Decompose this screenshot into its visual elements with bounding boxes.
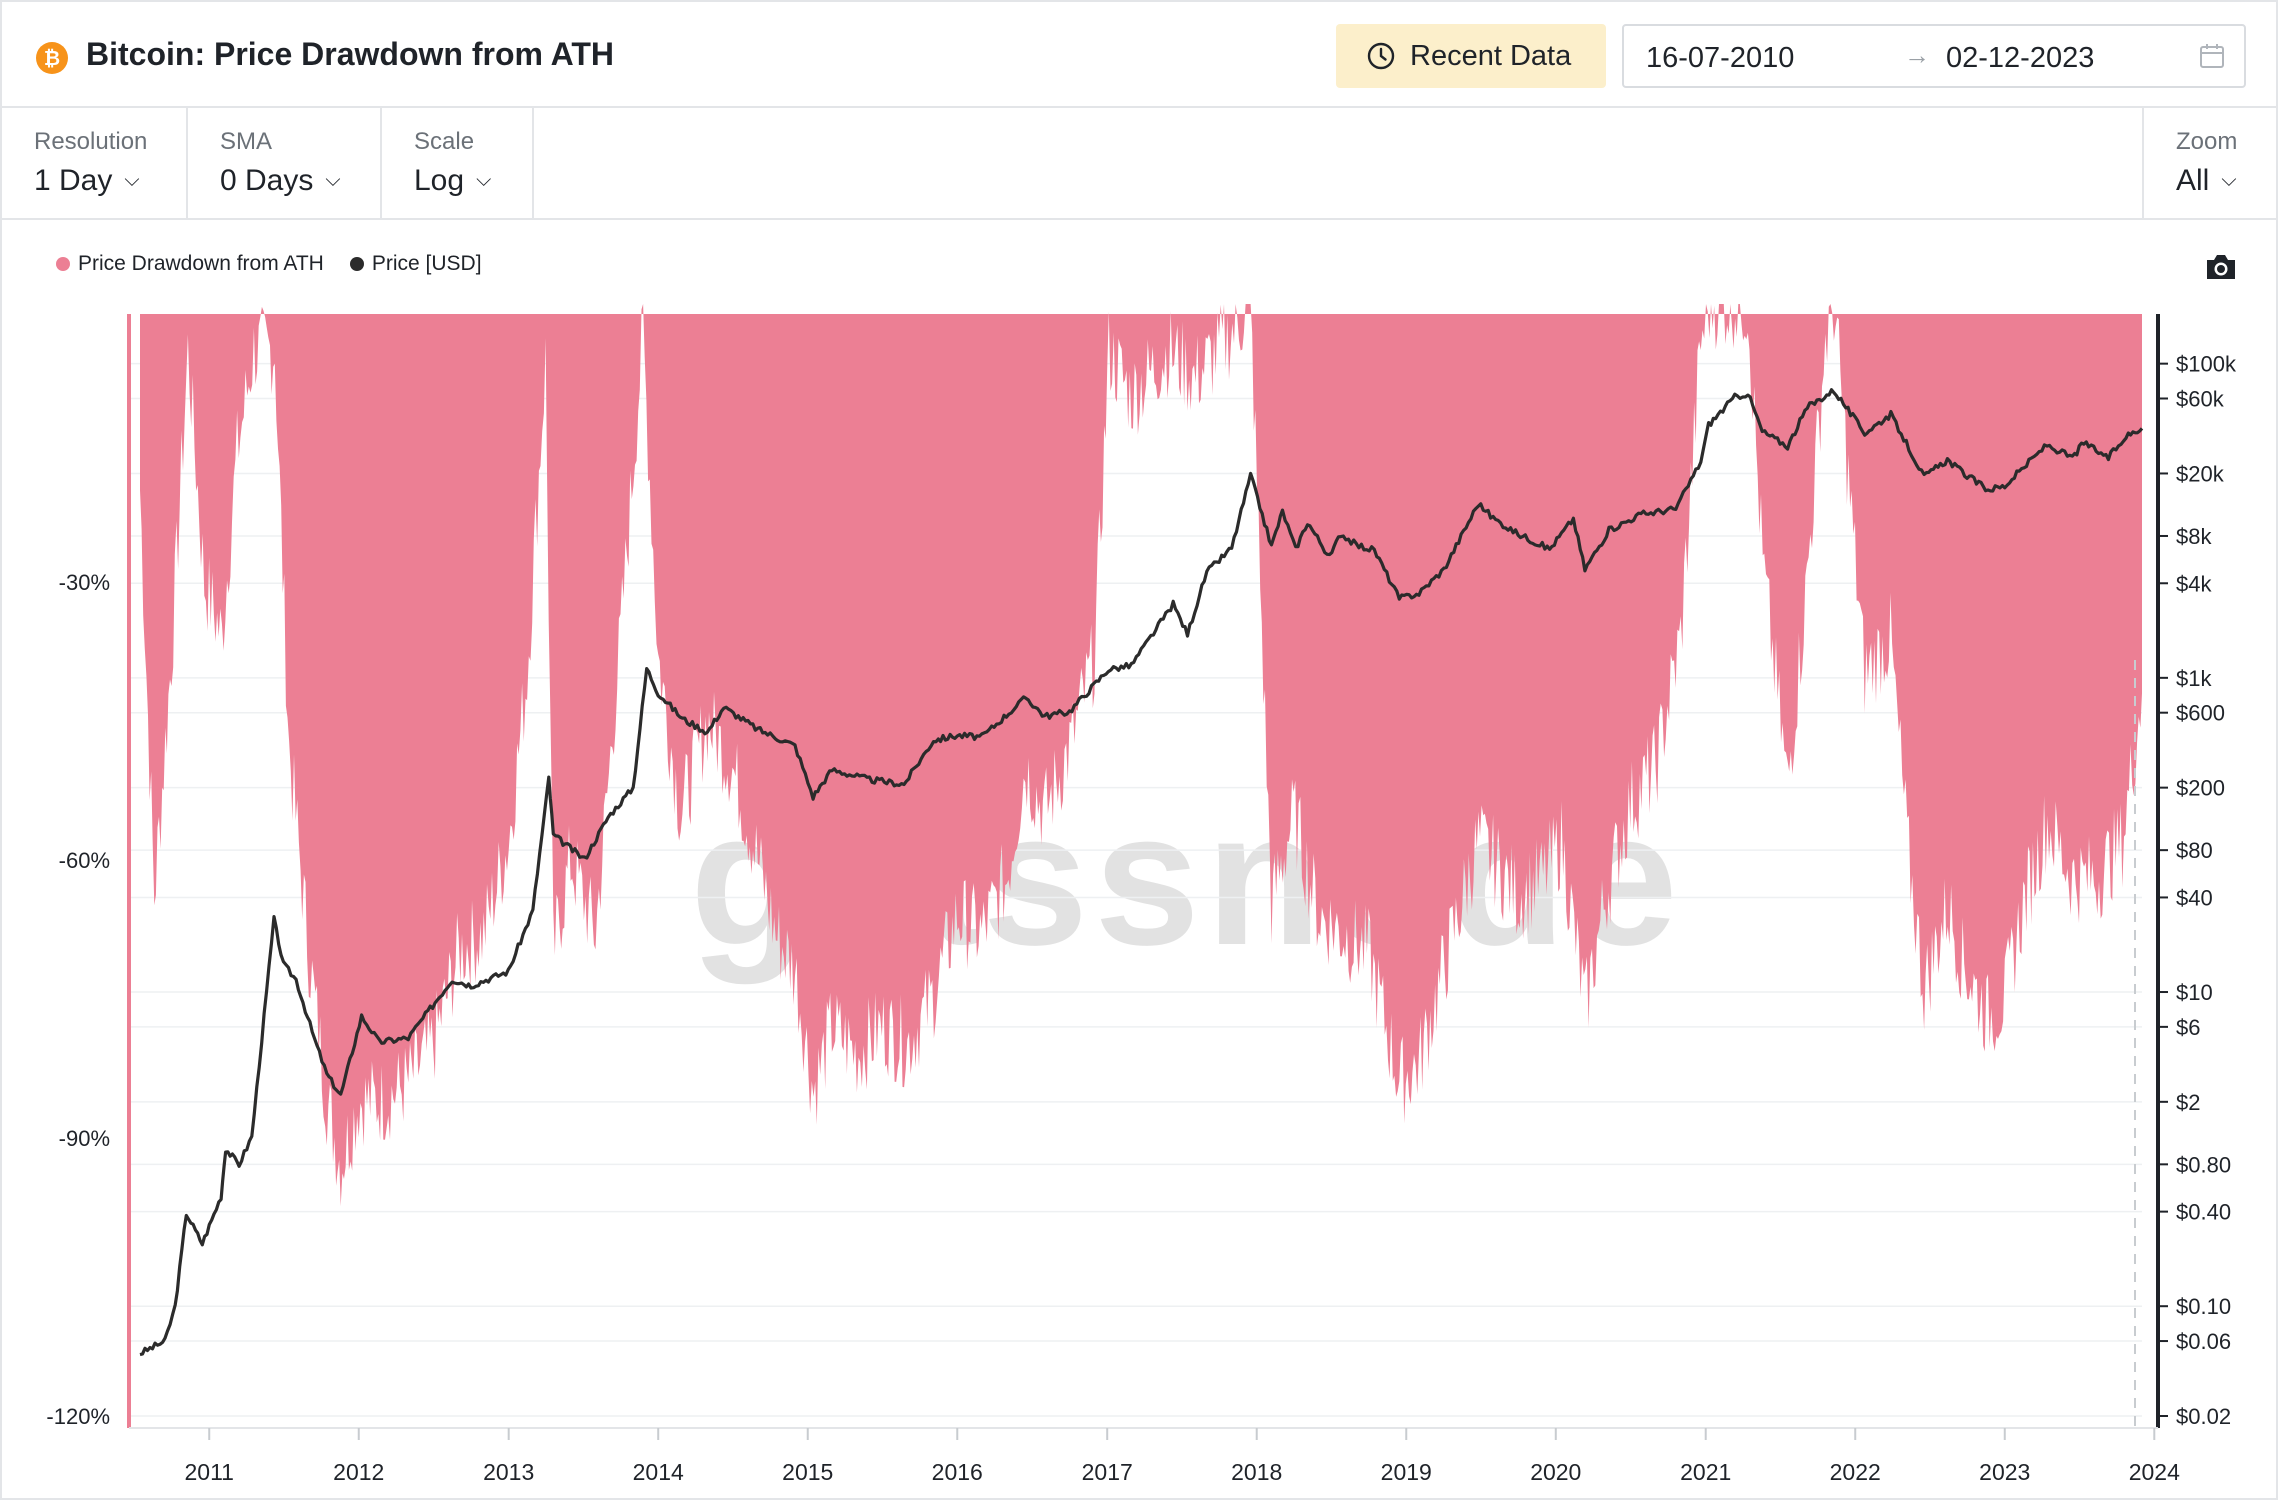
legend-item-drawdown[interactable]: Price Drawdown from ATH	[56, 252, 324, 276]
bitcoin-icon: ₿	[36, 42, 68, 74]
chevron-down-icon: ⌵	[325, 169, 341, 191]
legend-label-price: Price [USD]	[371, 252, 482, 275]
zoom-dropdown[interactable]: Zoom All ⌵	[2142, 108, 2276, 218]
scale-value: Log	[414, 164, 465, 197]
legend-label-drawdown: Price Drawdown from ATH	[78, 252, 324, 275]
sma-dropdown[interactable]: SMA 0 Days ⌵	[188, 108, 382, 218]
legend-swatch-drawdown	[56, 257, 70, 271]
date-range-picker[interactable]: 16-07-2010 → 02-12-2023	[1622, 24, 2246, 88]
date-from-field[interactable]: 16-07-2010	[1646, 42, 1795, 74]
chevron-down-icon: ⌵	[476, 169, 492, 191]
resolution-dropdown[interactable]: Resolution 1 Day ⌵	[2, 108, 188, 218]
clock-icon	[1367, 42, 1395, 70]
chart-title: Bitcoin: Price Drawdown from ATH	[86, 36, 615, 72]
chart-legend: Price Drawdown from ATH Price [USD]	[56, 252, 508, 276]
chevron-down-icon: ⌵	[124, 169, 140, 191]
header-bar: ₿ Bitcoin: Price Drawdown from ATH Recen…	[2, 2, 2276, 108]
recent-data-button[interactable]: Recent Data	[1336, 24, 1606, 88]
calendar-icon[interactable]	[2198, 42, 2226, 70]
chevron-down-icon: ⌵	[2221, 169, 2237, 191]
controls-bar: Resolution 1 Day ⌵ SMA 0 Days ⌵ Scale Log ⌵…	[2, 108, 2276, 220]
legend-item-price[interactable]: Price [USD]	[349, 252, 482, 276]
scale-dropdown[interactable]: Scale Log ⌵	[382, 108, 534, 218]
sma-label: SMA	[220, 128, 273, 155]
camera-icon[interactable]	[2204, 252, 2238, 282]
arrow-right-icon: →	[1904, 40, 1930, 70]
scale-label: Scale	[414, 128, 475, 155]
legend-swatch-price	[349, 257, 364, 271]
zoom-label: Zoom	[2176, 128, 2238, 155]
date-to-field[interactable]: 02-12-2023	[1946, 42, 2095, 74]
zoom-value: All	[2176, 164, 2210, 197]
resolution-value: 1 Day	[34, 164, 113, 197]
resolution-label: Resolution	[34, 128, 148, 155]
recent-data-label: Recent Data	[1410, 39, 1572, 72]
sma-value: 0 Days	[220, 164, 314, 197]
